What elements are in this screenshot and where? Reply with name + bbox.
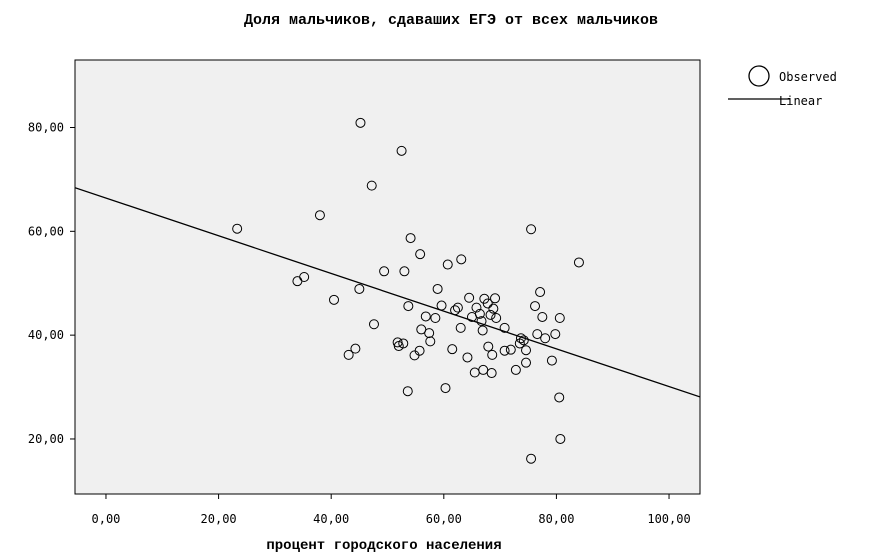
data-point <box>478 364 489 375</box>
x-axis: 0,00 20,00 40,00 60,00 80,00 100,00 <box>92 494 691 526</box>
data-point <box>354 283 365 294</box>
data-point <box>424 328 435 339</box>
fit-line-layer <box>75 187 700 398</box>
data-point <box>554 392 565 403</box>
data-point <box>471 302 482 313</box>
data-point <box>299 272 310 282</box>
x-tick-label: 100,00 <box>647 512 690 526</box>
legend-marker-observed <box>748 65 770 87</box>
plot-area <box>74 59 701 495</box>
data-point <box>488 303 499 314</box>
data-point <box>355 117 366 128</box>
x-tick-label: 0,00 <box>92 512 121 526</box>
data-point <box>329 294 340 305</box>
data-point <box>526 453 537 464</box>
data-point <box>515 333 526 344</box>
chart-title: Доля мальчиков, сдаваших ЕГЭ от всех мал… <box>244 12 658 29</box>
data-point <box>405 233 416 244</box>
data-point <box>491 313 502 324</box>
legend-label-linear: Linear <box>779 94 822 108</box>
data-point <box>535 287 546 298</box>
data-point <box>474 308 485 319</box>
y-tick-label: 60,00 <box>28 224 64 238</box>
data-point <box>540 333 551 344</box>
data-point <box>455 322 466 333</box>
data-point <box>518 335 529 346</box>
data-point <box>490 293 501 304</box>
data-point <box>537 311 548 322</box>
data-point <box>440 383 451 394</box>
data-point <box>447 344 458 355</box>
data-point <box>546 355 557 366</box>
data-point <box>483 341 494 352</box>
data-point <box>505 344 516 355</box>
data-point <box>477 325 488 336</box>
x-tick-label: 80,00 <box>538 512 574 526</box>
data-point <box>420 311 431 322</box>
data-point <box>232 223 243 234</box>
data-point <box>402 386 413 397</box>
data-point <box>442 259 453 270</box>
data-point <box>532 329 543 340</box>
data-point <box>554 313 565 324</box>
y-axis: 20,00 40,00 60,00 80,00 <box>28 120 75 446</box>
points-layer <box>232 117 584 464</box>
data-point <box>464 292 475 303</box>
data-point <box>314 210 325 221</box>
data-point <box>350 343 361 354</box>
data-point <box>555 433 566 444</box>
y-tick-label: 80,00 <box>28 120 64 134</box>
data-point <box>425 336 436 347</box>
data-point <box>510 364 521 375</box>
data-point <box>485 309 496 320</box>
data-point <box>396 145 407 156</box>
data-point <box>526 224 537 235</box>
y-tick-label: 40,00 <box>28 328 64 342</box>
data-point <box>550 329 561 340</box>
data-point <box>521 345 532 356</box>
data-point <box>398 338 409 349</box>
x-axis-label: процент городского населения <box>266 538 501 554</box>
data-point <box>414 345 425 356</box>
data-point <box>482 298 493 309</box>
data-point <box>487 349 498 360</box>
data-point <box>456 254 467 265</box>
data-point <box>462 352 473 363</box>
x-tick-label: 40,00 <box>313 512 349 526</box>
linear-fit-line <box>75 187 700 398</box>
data-point <box>430 313 441 324</box>
data-point <box>499 322 510 333</box>
data-point <box>530 301 541 312</box>
data-point <box>486 368 497 379</box>
data-point <box>450 305 461 316</box>
data-point <box>521 357 532 368</box>
data-point <box>366 180 377 191</box>
data-point <box>379 266 390 277</box>
data-point <box>415 249 426 260</box>
data-point <box>499 345 510 356</box>
data-point <box>403 301 414 312</box>
x-tick-label: 20,00 <box>201 512 237 526</box>
y-tick-label: 20,00 <box>28 432 64 446</box>
data-point <box>432 283 443 294</box>
data-point <box>452 302 463 313</box>
data-point <box>436 300 447 311</box>
legend-label-observed: Observed <box>779 70 837 84</box>
x-tick-label: 60,00 <box>426 512 462 526</box>
legend: Observed Linear <box>728 65 837 108</box>
data-point <box>368 319 379 330</box>
data-point <box>573 257 584 268</box>
data-point <box>343 349 354 360</box>
data-point <box>399 266 410 277</box>
